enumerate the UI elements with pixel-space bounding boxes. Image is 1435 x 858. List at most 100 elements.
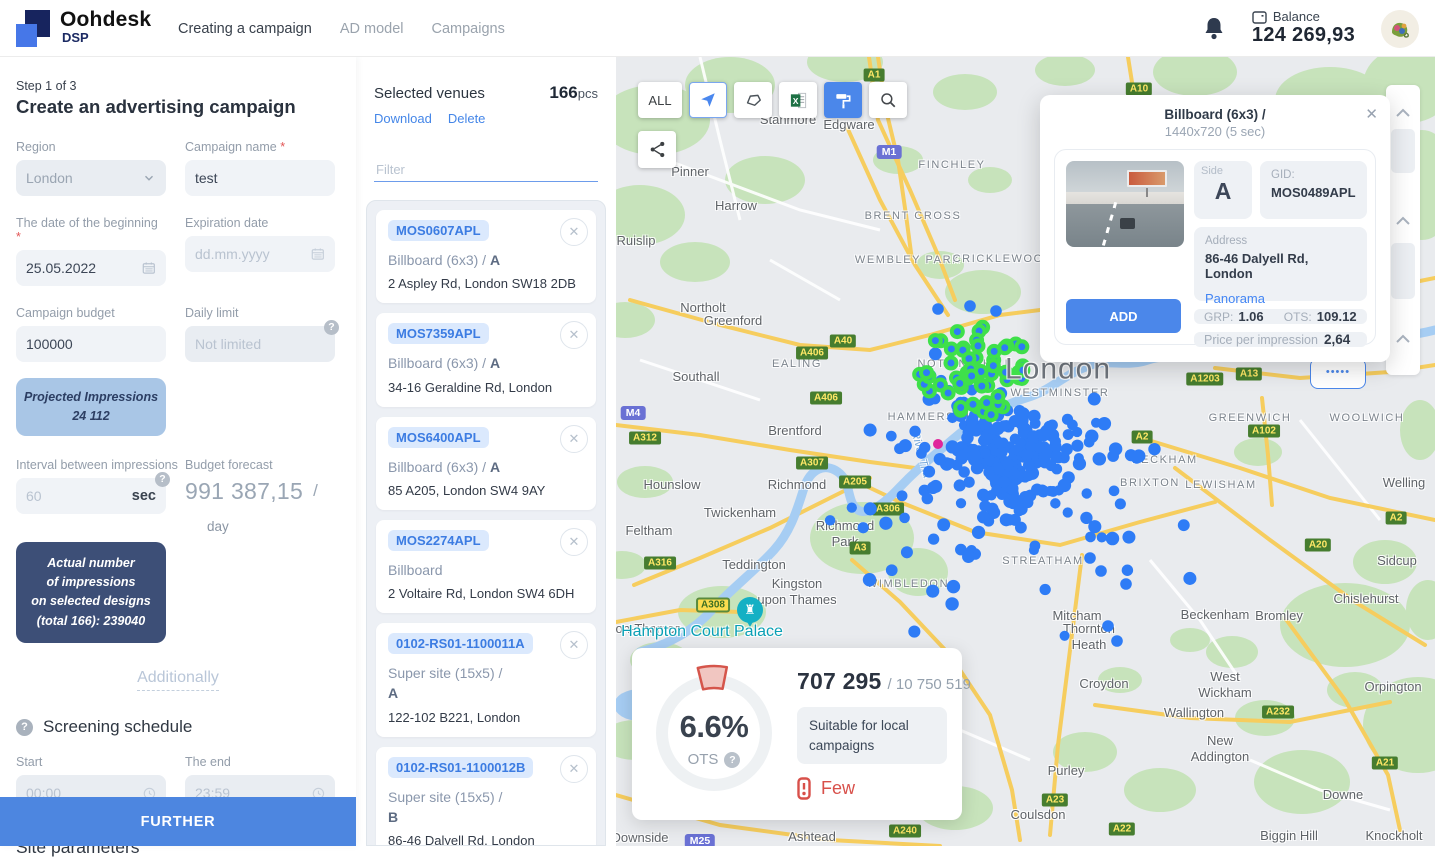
filter-input[interactable] [374, 158, 598, 182]
chevron-up-icon[interactable] [1394, 107, 1412, 119]
wallet-icon [1252, 10, 1267, 24]
app-header: Oohdesk DSP Creating a campaign AD model C… [0, 0, 1435, 57]
additionally-link[interactable]: Additionally [137, 669, 219, 691]
nav-creating-a-campaign[interactable]: Creating a campaign [178, 20, 312, 37]
excel-icon: X [790, 92, 806, 108]
venue-card[interactable]: MOS7359APL ✕ Billboard (6x3) / A 34-16 Gera… [376, 313, 596, 407]
price-box: Price per impression 2,64 [1194, 332, 1367, 347]
projected-impressions-box: Projected Impressions 24 112 [16, 378, 166, 436]
collapsed-side-panel[interactable] [1386, 85, 1420, 375]
venue-address: 2 Aspley Rd, London SW18 2DB [388, 276, 576, 292]
schedule-start-label: Start [16, 755, 43, 769]
delete-link[interactable]: Delete [447, 111, 486, 126]
brand-sub: DSP [62, 30, 89, 45]
expiration-date-label: Expiration date [185, 216, 269, 230]
few-status: Few [797, 777, 949, 800]
begin-date-input[interactable] [26, 260, 137, 276]
venue-id-badge: 0102-RS01-1100011A [388, 633, 533, 655]
venue-address: 2 Voltaire Rd, London SW4 6DH [388, 586, 575, 602]
interval-input[interactable] [26, 487, 126, 504]
venue-card[interactable]: MOS2274APL ✕ Billboard 2 Voltaire Rd, Londo… [376, 519, 596, 614]
region-value: London [26, 170, 73, 186]
ots-value: 109.12 [1316, 309, 1357, 324]
calendar-icon[interactable] [311, 246, 325, 262]
screening-help-icon[interactable]: ? [16, 718, 33, 736]
excel-export-button[interactable]: X [779, 82, 817, 118]
add-button[interactable]: ADD [1066, 299, 1181, 333]
daily-limit-input[interactable] [195, 336, 325, 352]
ots-donut-gauge: 6.6% OTS ? [648, 661, 780, 801]
popup-subtitle: 1440x720 (5 sec) [1164, 124, 1266, 139]
forecast-label: Budget forecast [185, 457, 273, 472]
share-button[interactable] [638, 131, 676, 168]
download-link[interactable]: Download [374, 111, 432, 126]
remove-venue-icon[interactable]: ✕ [560, 754, 588, 783]
svg-text:X: X [792, 95, 798, 105]
remove-venue-icon[interactable]: ✕ [560, 218, 588, 246]
ots-label: OTS [687, 751, 719, 768]
paint-coverage-button[interactable] [824, 82, 862, 118]
polygon-select-button[interactable] [734, 82, 772, 118]
nav-campaigns[interactable]: Campaigns [431, 20, 505, 37]
map-canvas[interactable]: ElstreePONDERS ENDStanmoreEdgwarePinnerF… [616, 57, 1435, 846]
all-filter-button[interactable]: ALL [638, 82, 682, 118]
venue-address: 85 A205, London SW4 9AY [388, 482, 546, 498]
budget-label: Campaign budget [16, 306, 115, 320]
share-icon [650, 141, 664, 158]
expiration-date-input[interactable] [195, 246, 306, 262]
nav-ad-model[interactable]: AD model [339, 20, 404, 37]
map-toolbar: ALL X [638, 82, 907, 118]
popup-title: Billboard (6x3) / [1164, 107, 1266, 122]
user-avatar[interactable] [1381, 9, 1419, 48]
venues-title: Selected venues [374, 85, 485, 102]
search-icon [881, 93, 896, 108]
chevron-up-icon[interactable] [1394, 215, 1412, 227]
brand-name: Oohdesk [60, 8, 152, 31]
venue-type: Billboard (6x3) / A [388, 252, 501, 268]
chevron-up-icon[interactable] [1394, 333, 1412, 345]
hampton-court-poi-icon[interactable]: ♜ [737, 597, 763, 627]
suitability-badge: Suitable for local campaigns [797, 707, 947, 765]
venue-card[interactable]: MOS0607APL ✕ Billboard (6x3) / A 2 Aspley R… [376, 210, 596, 304]
gid-box: GID: MOS0489APL [1260, 161, 1367, 219]
side-box: Side A [1194, 161, 1252, 219]
begin-date-label: The date of the beginning * [16, 216, 158, 244]
calendar-icon[interactable] [142, 260, 156, 276]
notifications-bell-icon[interactable] [1202, 16, 1226, 42]
ots-stats-card: 6.6% OTS ? 707 295/ 10 750 519 Suitable … [632, 648, 971, 820]
lasso-polygon-icon [746, 94, 761, 106]
venue-card[interactable]: 0102-RS01-1100011A ✕ Super site (15x5) / A 1… [376, 623, 596, 737]
step-indicator: Step 1 of 3 [16, 79, 77, 93]
venue-card[interactable]: MOS6400APL ✕ Billboard (6x3) / A 85 A205, L… [376, 416, 596, 510]
campaign-name-input[interactable] [195, 170, 325, 186]
venue-id-badge: 0102-RS01-1100012B [388, 756, 534, 778]
more-options-button[interactable]: ••••• [1310, 358, 1366, 389]
oohdesk-logo[interactable]: Oohdesk DSP [16, 8, 166, 50]
region-select[interactable]: London [16, 160, 166, 196]
remove-venue-icon[interactable]: ✕ [560, 321, 588, 350]
venue-id-badge: MOS0607APL [388, 220, 489, 241]
interval-help-icon[interactable]: ? [155, 471, 170, 487]
further-button[interactable]: FURTHER [0, 797, 356, 846]
ots-help-icon[interactable]: ? [724, 751, 741, 768]
budget-input[interactable] [26, 336, 156, 352]
balance-value: 124 269,93 [1251, 24, 1355, 47]
venue-card[interactable]: 0102-RS01-1100012B ✕ Super site (15x5) / B 8… [376, 746, 596, 845]
venue-type: Billboard (6x3) / A [388, 458, 501, 475]
venue-id-badge: MOS6400APL [388, 426, 489, 448]
daily-limit-help-icon[interactable]: ? [324, 320, 339, 335]
popup-close-icon[interactable]: ✕ [1365, 106, 1378, 123]
venue-photo[interactable] [1066, 161, 1184, 247]
panorama-link[interactable]: Panorama [1205, 291, 1265, 306]
locate-button[interactable] [689, 82, 727, 118]
venue-type: Super site (15x5) / A [388, 665, 503, 702]
remove-venue-icon[interactable]: ✕ [560, 631, 588, 660]
actual-impressions-box: Actual number of impressions on selected… [16, 541, 166, 643]
remove-venue-icon[interactable]: ✕ [560, 527, 588, 556]
search-button[interactable] [869, 82, 907, 118]
remove-venue-icon[interactable]: ✕ [560, 424, 588, 453]
venue-popup: Billboard (6x3) / 1440x720 (5 sec) ✕ ADD… [1040, 95, 1390, 362]
grp-value: 1.06 [1238, 309, 1264, 324]
interval-unit: sec [131, 487, 156, 504]
main-nav: Creating a campaign AD model Campaigns [178, 0, 505, 57]
